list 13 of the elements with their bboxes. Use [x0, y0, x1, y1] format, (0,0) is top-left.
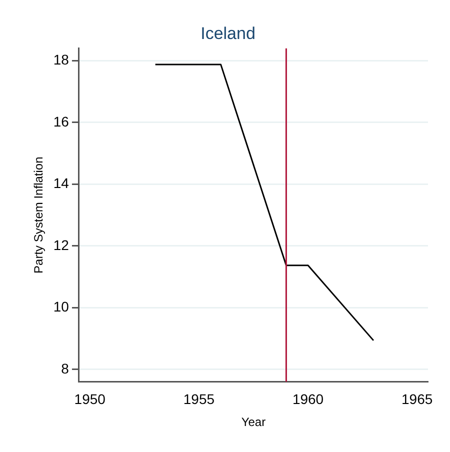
- y-tick-label: 12: [53, 236, 70, 253]
- y-tick-label: 10: [53, 298, 70, 315]
- x-tick-label: 1965: [402, 391, 433, 408]
- x-tick-label: 1960: [292, 391, 324, 408]
- x-tick-label: 1955: [183, 391, 215, 408]
- y-axis-title: Party System Inflation: [32, 156, 46, 274]
- y-tick-label: 8: [61, 360, 70, 376]
- y-tick-label: 14: [53, 175, 70, 192]
- y-tick-label: 16: [53, 113, 70, 130]
- x-axis-title: Year: [241, 415, 266, 430]
- x-tick-label: 1950: [74, 391, 106, 408]
- chart-title: Iceland: [200, 24, 256, 43]
- y-tick-label: 18: [53, 52, 70, 68]
